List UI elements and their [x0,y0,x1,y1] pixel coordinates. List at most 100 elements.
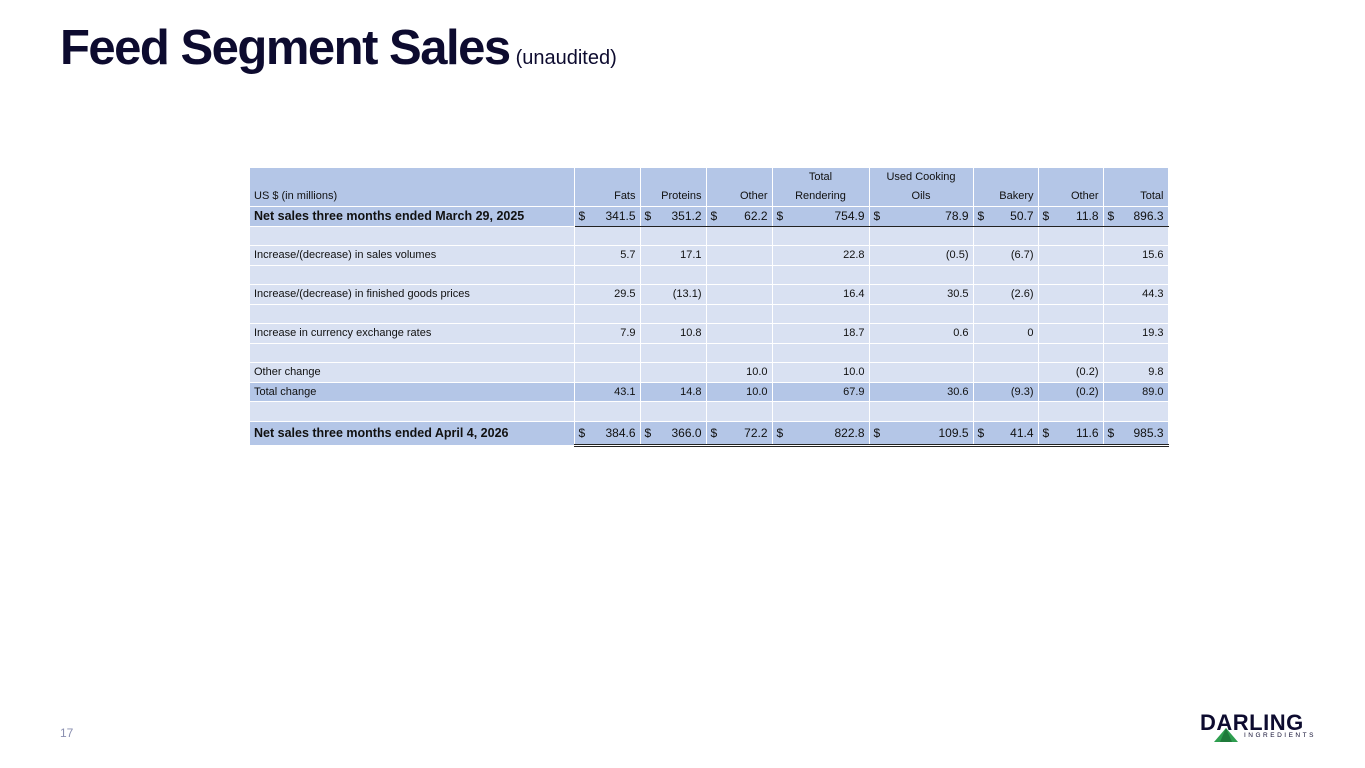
spacer-row [250,401,1169,422]
header-col-line1 [1108,168,1164,187]
header-col: Total [1103,168,1169,207]
currency-symbol: $ [710,209,718,224]
value: 41.4 [1010,425,1034,440]
spacer-cell [1038,304,1104,324]
value: 89.0 [1142,385,1164,398]
spacer-cell [250,304,575,324]
spacer-cell [1103,343,1169,363]
value-cell: (6.7) [973,245,1039,266]
header-col: Bakery [973,168,1039,207]
spacer-cell [973,343,1039,363]
value: 78.9 [945,209,969,224]
spacer-cell [772,401,870,422]
value: 109.5 [938,425,969,440]
spacer-cell [772,343,870,363]
spacer-cell [640,343,707,363]
value-cell: (9.3) [973,382,1039,402]
value-cell [1038,323,1104,344]
value-cell: 10.0 [772,362,870,383]
value-cell: $366.0 [640,421,707,447]
header-col: Proteins [640,168,707,207]
value-cell: $41.4 [973,421,1039,447]
value-cell [706,323,773,344]
value: 896.3 [1133,209,1164,224]
page-number: 17 [60,726,74,740]
value-cell: 15.6 [1103,245,1169,266]
row-label: Increase/(decrease) in sales volumes [250,245,575,266]
spacer-cell [640,304,707,324]
value-cell: (13.1) [640,284,707,305]
value-cell: $109.5 [869,421,974,447]
value-cell: $11.8 [1038,206,1104,227]
spacer-cell [640,401,707,422]
table-row-closing: Net sales three months ended April 4, 20… [250,421,1169,447]
table-row-opening: Net sales three months ended March 29, 2… [250,206,1169,227]
value-cell: $985.3 [1103,421,1169,447]
value-cell: 17.1 [640,245,707,266]
value: 351.2 [671,209,702,224]
value-cell: $78.9 [869,206,974,227]
header-col: Used Cooking Oils [869,168,974,207]
value: 10.0 [843,366,865,379]
value-cell [1038,284,1104,305]
value-cell: 30.6 [869,382,974,402]
spacer-cell [1038,401,1104,422]
spacer-cell [574,265,641,285]
value-cell: 9.8 [1103,362,1169,383]
header-label: US $ (in millions) [250,168,575,207]
header-col: Fats [574,168,641,207]
currency-symbol: $ [873,425,881,440]
value: 19.3 [1142,327,1164,340]
spacer-cell [250,265,575,285]
spacer-cell [973,401,1039,422]
spacer-cell [640,226,707,246]
value-cell: 10.8 [640,323,707,344]
logo-word: DARLING [1200,710,1304,735]
header-col-line1: Total [808,171,833,183]
spacer-cell [772,304,870,324]
table-header-row: US $ (in millions) Fats Proteins Other To… [250,168,1169,207]
spacer-cell [772,226,870,246]
value-cell: 7.9 [574,323,641,344]
value-cell: $822.8 [772,421,870,447]
value: 22.8 [843,249,865,262]
value-cell: 19.3 [1103,323,1169,344]
value: 10.0 [746,366,768,379]
value-cell: 16.4 [772,284,870,305]
spacer-cell [1103,304,1169,324]
value: 7.9 [620,327,636,340]
currency-symbol: $ [1107,425,1115,440]
value: (2.6) [1010,288,1034,301]
spacer-cell [574,401,641,422]
spacer-cell [1103,401,1169,422]
spacer-row [250,304,1169,324]
value-cell [1038,245,1104,266]
value: (0.2) [1075,366,1099,379]
spacer-cell [574,343,641,363]
value: 18.7 [843,327,865,340]
value: 29.5 [614,288,636,301]
table-row-volumes: Increase/(decrease) in sales volumes 5.7 1… [250,245,1169,266]
value-cell: $62.2 [706,206,773,227]
value-cell: (0.5) [869,245,974,266]
value: (0.5) [945,249,969,262]
header-col-line1: Used Cooking [886,171,956,183]
page-title: Feed Segment Sales (unaudited) [60,20,617,76]
value: 0 [1027,327,1034,340]
value-cell: 18.7 [772,323,870,344]
page-title-main: Feed Segment Sales [60,21,511,75]
value: 43.1 [614,385,636,398]
spacer-cell [250,226,575,246]
value-cell: 29.5 [574,284,641,305]
row-label: Net sales three months ended March 29, 2… [250,206,575,227]
value: (13.1) [672,288,702,301]
value-cell: 22.8 [772,245,870,266]
spacer-cell [706,226,773,246]
header-col-line1 [711,168,768,187]
value-cell: $384.6 [574,421,641,447]
header-col: Other [706,168,773,207]
header-col-line2: Bakery [999,190,1034,202]
logo-tagline: INGREDIENTS [1244,732,1316,739]
value: 10.0 [746,385,768,398]
value-cell: 89.0 [1103,382,1169,402]
